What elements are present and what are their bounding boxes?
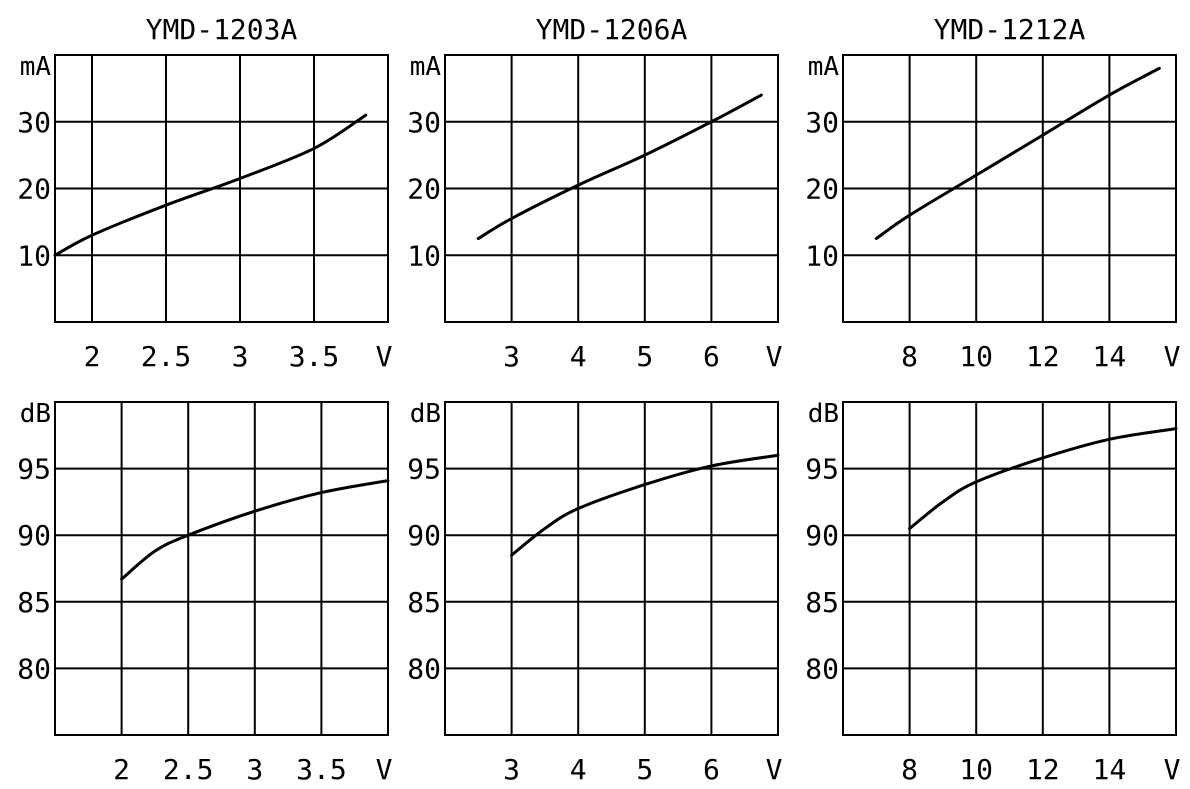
chart-panel-2: 3 4 5 6 10 20 30 mA V YMD-1206A (407, 13, 782, 373)
x-tick-label: 2 (113, 753, 130, 786)
x-tick-label: 5 (636, 340, 653, 373)
x-tick-label: 8 (901, 753, 918, 786)
series-line-1 (908, 427, 1178, 531)
y-tick-label: 85 (805, 586, 839, 619)
x-tick-label: 2.5 (163, 753, 214, 786)
x-tick-label: 10 (959, 340, 993, 373)
plot-frame (54, 401, 389, 736)
y-tick-label: 90 (805, 519, 839, 552)
y-tick-label: 85 (17, 586, 51, 619)
y-tick-label: 10 (407, 239, 441, 272)
y-tick-label: 80 (407, 652, 441, 685)
chart-title: YMD-1212A (934, 13, 1086, 46)
x-tick-label: 14 (1093, 340, 1127, 373)
chart-panel-5: 3 4 5 6 80 85 90 95 dB V (407, 399, 782, 786)
x-tick-label: 4 (570, 340, 587, 373)
x-axis-label: V (376, 340, 393, 373)
plot-frame (842, 401, 1177, 736)
chart-title: YMD-1203A (146, 13, 298, 46)
x-tick-label: 4 (570, 753, 587, 786)
x-tick-label: 3.5 (289, 340, 340, 373)
x-tick-label: 12 (1026, 753, 1060, 786)
x-tick-label: 10 (959, 753, 993, 786)
y-tick-label: 90 (407, 519, 441, 552)
y-tick-label: 95 (805, 453, 839, 486)
y-tick-label: 90 (17, 519, 51, 552)
y-tick-label: 95 (17, 453, 51, 486)
y-axis-label: mA (20, 52, 52, 82)
chart-panel-6: 8 10 12 14 80 85 90 95 dB V (805, 399, 1180, 786)
y-tick-label: 20 (17, 173, 51, 206)
x-tick-label: 6 (703, 340, 720, 373)
y-tick-label: 20 (407, 173, 441, 206)
x-tick-label: 8 (901, 340, 918, 373)
y-tick-label: 85 (407, 586, 441, 619)
series-line-1 (510, 453, 780, 557)
x-tick-label: 3.5 (296, 753, 347, 786)
series-line-1 (476, 93, 763, 241)
x-tick-label: 5 (636, 753, 653, 786)
y-tick-label: 30 (407, 106, 441, 139)
x-axis-label: V (766, 753, 783, 786)
x-tick-label: 3 (503, 340, 520, 373)
plot-frame (444, 401, 779, 736)
y-tick-label: 20 (805, 173, 839, 206)
x-tick-label: 2.5 (141, 340, 192, 373)
x-tick-label: 6 (703, 753, 720, 786)
y-tick-label: 80 (17, 652, 51, 685)
y-tick-label: 80 (805, 652, 839, 685)
y-axis-label: dB (410, 399, 441, 429)
x-axis-label: V (766, 340, 783, 373)
chart-title: YMD-1206A (536, 13, 688, 46)
x-tick-label: 2 (84, 340, 101, 373)
chart-panel-3: 8 10 12 14 10 20 30 mA V YMD-1212A (805, 13, 1180, 373)
series-line-1 (874, 66, 1161, 241)
series-line-1 (53, 113, 368, 257)
x-tick-label: 3 (232, 340, 249, 373)
chart-panel-4: 2 2.5 3 3.5 80 85 90 95 dB V (17, 399, 392, 786)
x-tick-label: 14 (1093, 753, 1127, 786)
y-tick-label: 30 (805, 106, 839, 139)
y-axis-label: dB (808, 399, 839, 429)
x-axis-label: V (1164, 753, 1181, 786)
y-axis-label: mA (410, 52, 442, 82)
x-tick-label: 3 (503, 753, 520, 786)
y-tick-label: 10 (17, 239, 51, 272)
x-tick-label: 12 (1026, 340, 1060, 373)
x-tick-label: 3 (246, 753, 263, 786)
y-axis-label: dB (20, 399, 51, 429)
series-line-1 (120, 479, 390, 581)
x-axis-label: V (1164, 340, 1181, 373)
x-axis-label: V (376, 753, 393, 786)
y-axis-label: mA (808, 52, 840, 82)
y-tick-label: 10 (805, 239, 839, 272)
chart-panel-1: 2 2.5 3 3.5 10 20 30 mA V YMD-1203A (17, 13, 392, 373)
y-tick-label: 95 (407, 453, 441, 486)
y-tick-label: 30 (17, 106, 51, 139)
